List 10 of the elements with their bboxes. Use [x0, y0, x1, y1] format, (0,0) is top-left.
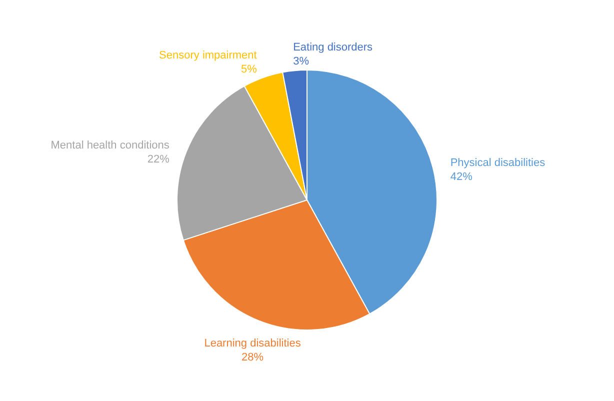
slice-label: Sensory impairment [159, 50, 257, 62]
data-label: 22% [147, 154, 170, 166]
slice-label: Physical disabilities [450, 157, 546, 170]
data-label: 3% [293, 56, 310, 68]
data-label: 28% [242, 352, 264, 364]
slice-label: Eating disorders [293, 42, 374, 54]
slice-label: Mental health conditions [50, 140, 170, 152]
slice-label: Learning disabilities [204, 338, 302, 350]
data-label: 5% [240, 64, 258, 76]
data-label: 42% [450, 171, 473, 184]
